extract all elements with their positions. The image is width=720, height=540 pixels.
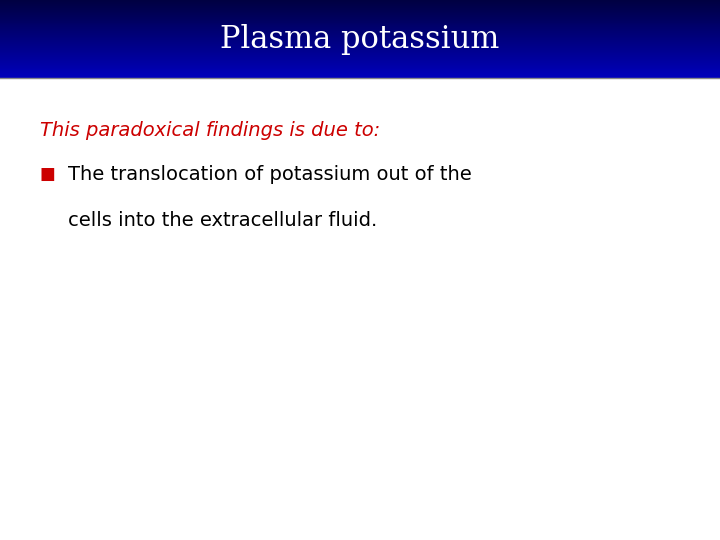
Bar — [0, 15, 720, 16]
Bar — [0, 28, 720, 29]
Bar — [0, 59, 720, 60]
Bar — [0, 34, 720, 35]
Bar — [0, 52, 720, 53]
Bar — [0, 13, 720, 14]
Bar — [0, 8, 720, 9]
Bar — [0, 26, 720, 28]
Bar — [0, 53, 720, 54]
Bar — [0, 60, 720, 62]
Bar — [0, 12, 720, 13]
Bar — [0, 46, 720, 47]
Text: Plasma potassium: Plasma potassium — [220, 24, 500, 55]
Bar — [0, 37, 720, 38]
Bar — [0, 19, 720, 21]
Bar — [0, 11, 720, 12]
Bar — [0, 68, 720, 69]
Bar — [0, 62, 720, 63]
Bar — [0, 30, 720, 31]
Bar — [0, 51, 720, 52]
Bar — [0, 14, 720, 15]
Bar — [0, 5, 720, 6]
Bar — [0, 23, 720, 24]
Bar — [0, 0, 720, 1]
Bar — [0, 22, 720, 23]
Bar — [0, 4, 720, 5]
Bar — [0, 76, 720, 77]
Bar — [0, 16, 720, 17]
Bar — [0, 40, 720, 41]
Bar — [0, 65, 720, 66]
Bar — [0, 47, 720, 48]
Bar — [0, 2, 720, 3]
Bar — [0, 42, 720, 43]
Bar — [0, 3, 720, 4]
Bar — [0, 21, 720, 22]
Bar — [0, 55, 720, 56]
Bar — [0, 17, 720, 18]
Bar — [0, 48, 720, 49]
Bar — [0, 18, 720, 19]
Bar — [0, 43, 720, 44]
Bar — [0, 69, 720, 70]
Bar — [0, 71, 720, 72]
Bar — [0, 44, 720, 45]
Bar — [0, 66, 720, 68]
Bar — [0, 70, 720, 71]
Bar — [0, 36, 720, 37]
Bar — [0, 31, 720, 32]
Bar — [0, 54, 720, 55]
Bar — [0, 9, 720, 10]
Bar — [0, 24, 720, 25]
Text: cells into the extracellular fluid.: cells into the extracellular fluid. — [68, 211, 378, 229]
Bar — [0, 39, 720, 40]
Bar — [0, 50, 720, 51]
Bar — [0, 56, 720, 57]
Bar — [0, 63, 720, 64]
Bar — [0, 38, 720, 39]
Bar — [0, 49, 720, 50]
Bar — [0, 70, 720, 71]
Bar — [0, 72, 720, 73]
Bar — [0, 45, 720, 46]
Bar — [0, 73, 720, 75]
Text: ■: ■ — [40, 165, 55, 183]
Bar — [0, 6, 720, 7]
Bar — [0, 29, 720, 30]
Text: The translocation of potassium out of the: The translocation of potassium out of th… — [68, 165, 472, 184]
Bar — [0, 1, 720, 2]
Bar — [0, 32, 720, 33]
Bar — [0, 41, 720, 42]
Bar — [0, 35, 720, 36]
Bar — [0, 10, 720, 11]
Bar — [0, 33, 720, 34]
Bar — [0, 75, 720, 76]
Bar — [0, 57, 720, 58]
Bar — [0, 58, 720, 59]
Bar — [0, 77, 720, 78]
Bar — [0, 64, 720, 65]
Text: This paradoxical findings is due to:: This paradoxical findings is due to: — [40, 122, 380, 140]
Bar — [0, 7, 720, 8]
Bar — [0, 25, 720, 26]
